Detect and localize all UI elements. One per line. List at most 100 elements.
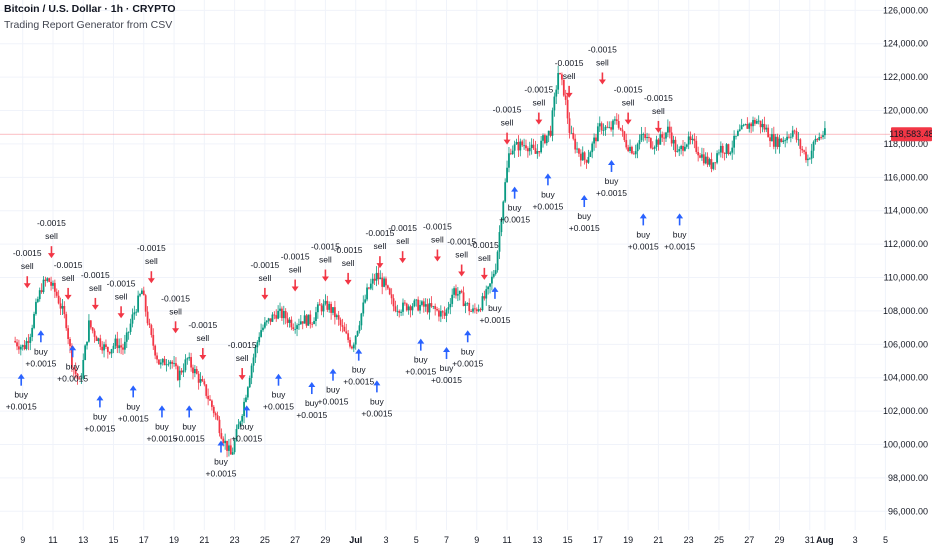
candle-body — [59, 303, 62, 309]
candle — [258, 332, 261, 346]
candle — [267, 317, 270, 324]
trade-side-label: buy — [577, 211, 591, 221]
candle — [439, 305, 442, 323]
candle — [409, 304, 412, 318]
candle-body — [214, 413, 217, 416]
candle — [290, 316, 293, 331]
candle-body — [379, 277, 382, 280]
candle-body — [663, 137, 665, 139]
sell-annotation: -0.0015 sell — [470, 240, 499, 280]
buy-arrow-icon — [96, 395, 104, 401]
candle — [702, 148, 705, 166]
candle-body — [394, 306, 397, 312]
candle-body — [822, 135, 824, 138]
candle-body — [332, 307, 334, 313]
candle — [426, 298, 429, 315]
time-tick-label: 27 — [290, 535, 300, 545]
trade-side-label: sell — [45, 231, 58, 241]
candle-body — [241, 415, 244, 422]
candle-body — [360, 313, 363, 326]
candle — [494, 263, 497, 276]
candle-body — [665, 132, 667, 139]
candle-body — [40, 290, 43, 293]
candle — [146, 306, 149, 326]
candle — [481, 292, 484, 312]
candle-body — [646, 137, 648, 139]
candle-body — [767, 127, 770, 138]
trade-qty-label: -0.0015 — [81, 270, 110, 280]
trade-qty-label: +0.0015 — [664, 241, 695, 251]
candle-body — [555, 89, 558, 97]
indicator-title[interactable]: Trading Report Generator from CSV — [4, 19, 173, 31]
sell-annotation: -0.0015 sell — [493, 105, 522, 145]
candle-body — [789, 136, 792, 138]
trade-side-label: sell — [374, 241, 387, 251]
trade-qty-label: -0.0015 — [161, 293, 190, 303]
candle-body — [443, 312, 446, 316]
candle-body — [237, 424, 240, 430]
candle-body — [80, 378, 83, 380]
candle-body — [169, 361, 172, 364]
candle-body — [218, 419, 221, 434]
candle-body — [398, 310, 401, 313]
candle — [76, 372, 79, 385]
candle — [806, 154, 809, 167]
candle-body — [672, 139, 675, 144]
trade-qty-label: -0.0015 — [54, 260, 83, 270]
candle — [14, 336, 17, 344]
candle-body — [517, 142, 520, 151]
candle — [441, 310, 444, 319]
time-tick-label: 21 — [653, 535, 663, 545]
candle-body — [441, 311, 444, 313]
candle-body — [313, 321, 315, 325]
candle-body — [228, 445, 230, 451]
buy-annotation: buy +0.0015 — [664, 213, 695, 251]
candle — [721, 143, 724, 159]
candle — [424, 298, 427, 312]
candle — [141, 288, 143, 295]
trade-side-label: buy — [370, 396, 384, 406]
candle-body — [347, 333, 350, 340]
candle-body — [290, 319, 293, 328]
time-tick-label: 3 — [853, 535, 858, 545]
candle-body — [352, 344, 355, 349]
candle-body — [543, 135, 546, 144]
candle — [40, 283, 43, 294]
candle-body — [335, 315, 338, 318]
candle — [298, 318, 300, 330]
candle-body — [559, 72, 561, 75]
candle — [455, 284, 457, 299]
trade-side-label: buy — [440, 363, 454, 373]
buy-arrow-icon — [158, 405, 166, 411]
candle-body — [479, 309, 482, 311]
candle-body — [273, 314, 276, 316]
time-axis[interactable]: 9 11 13 15 17 19 21 23 25 27 29 Jul 3 5 7 9 11 13 15 17 19 21… — [20, 535, 888, 545]
candle-body — [156, 355, 158, 360]
candle-body — [159, 362, 162, 365]
candle-body — [195, 369, 198, 374]
candle-body — [712, 162, 715, 169]
candle-body — [182, 370, 185, 373]
symbol-title[interactable]: Bitcoin / U.S. Dollar · 1h · CRYPTO — [4, 3, 176, 15]
candle — [89, 320, 92, 330]
candle — [112, 342, 115, 354]
candle — [549, 125, 552, 138]
candle — [644, 127, 647, 141]
sell-arrow-icon — [321, 276, 329, 282]
trade-side-label: buy — [14, 390, 28, 400]
candle — [411, 303, 414, 316]
candle-body — [604, 126, 607, 131]
candle-body — [657, 139, 660, 145]
candle-body — [820, 136, 823, 138]
candle-body — [689, 136, 692, 141]
candle-body — [190, 357, 192, 368]
candle-body — [812, 141, 815, 151]
candle — [657, 138, 660, 151]
candle-body — [439, 311, 442, 317]
candle-body — [566, 99, 569, 119]
price-axis[interactable]: 126,000.00 124,000.00 122,000.00 120,000.00… — [883, 5, 932, 516]
candle-body — [538, 151, 541, 153]
buy-arrow-icon — [275, 373, 283, 379]
